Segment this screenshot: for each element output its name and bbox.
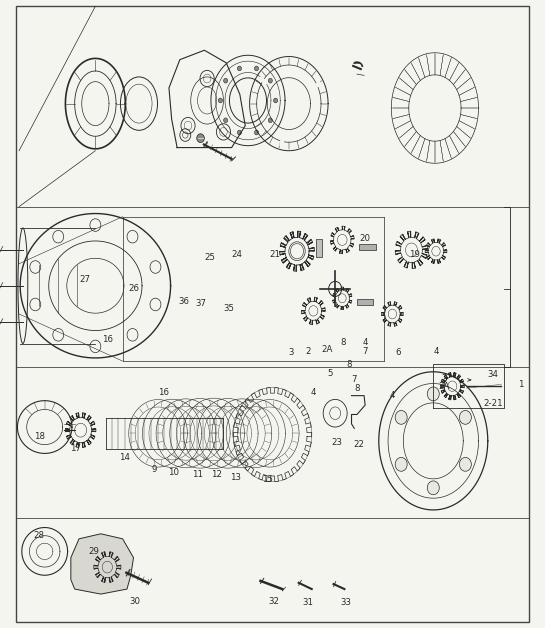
Text: 24: 24 (232, 250, 243, 259)
Circle shape (219, 98, 222, 103)
Text: 16: 16 (158, 388, 169, 397)
Text: 12: 12 (211, 470, 222, 479)
Text: 2A: 2A (322, 345, 332, 354)
Circle shape (197, 134, 204, 143)
Text: 4: 4 (390, 391, 395, 400)
Text: 14: 14 (119, 453, 130, 462)
Text: 1: 1 (518, 380, 523, 389)
Text: 4: 4 (311, 388, 316, 397)
Text: 8: 8 (346, 360, 352, 369)
Bar (357, 299, 373, 305)
Text: 18: 18 (34, 432, 45, 441)
Circle shape (238, 130, 241, 135)
Circle shape (395, 411, 407, 425)
Text: 25: 25 (204, 253, 215, 262)
Circle shape (255, 66, 258, 71)
Text: 7: 7 (352, 376, 357, 384)
Text: 21: 21 (270, 250, 281, 259)
Circle shape (268, 78, 272, 83)
Text: 15: 15 (262, 475, 272, 484)
Text: 2: 2 (441, 374, 447, 382)
Text: 10: 10 (168, 468, 179, 477)
Text: 16: 16 (102, 335, 113, 344)
Bar (359, 244, 376, 250)
Text: 27: 27 (79, 275, 90, 284)
Text: 36: 36 (179, 297, 190, 306)
Circle shape (223, 78, 228, 83)
Text: 31: 31 (302, 598, 313, 607)
Text: 33: 33 (341, 598, 352, 607)
Text: 2-21: 2-21 (483, 399, 503, 408)
Circle shape (459, 457, 471, 471)
Text: 20: 20 (360, 234, 371, 243)
Text: 2A: 2A (439, 382, 450, 391)
Polygon shape (71, 534, 134, 594)
Text: 35: 35 (223, 305, 234, 313)
Text: 3: 3 (289, 349, 294, 357)
Text: 8: 8 (354, 384, 360, 392)
Text: 4: 4 (362, 338, 368, 347)
Bar (316, 239, 322, 257)
Text: 7: 7 (362, 347, 368, 356)
Text: 29: 29 (88, 547, 99, 556)
Text: 32: 32 (268, 597, 279, 606)
Circle shape (223, 118, 228, 122)
Text: 11: 11 (192, 470, 203, 479)
Text: 17: 17 (70, 444, 81, 453)
Circle shape (274, 98, 277, 103)
Text: 23: 23 (331, 438, 342, 447)
Text: 34: 34 (488, 371, 499, 379)
Text: 22: 22 (353, 440, 364, 449)
Circle shape (459, 411, 471, 425)
Text: 30: 30 (130, 597, 141, 606)
Text: 6: 6 (395, 349, 401, 357)
Text: 5: 5 (327, 369, 332, 378)
Text: 28: 28 (34, 531, 45, 539)
Text: 4: 4 (433, 347, 439, 356)
Circle shape (238, 66, 241, 71)
Circle shape (427, 387, 439, 401)
Text: 9: 9 (151, 465, 156, 474)
Circle shape (255, 130, 258, 135)
Circle shape (268, 118, 272, 122)
Circle shape (395, 457, 407, 471)
Text: 13: 13 (230, 473, 241, 482)
Circle shape (427, 481, 439, 495)
Text: 26: 26 (128, 284, 139, 293)
Text: 2: 2 (305, 347, 311, 356)
Text: 8: 8 (341, 338, 346, 347)
Text: 19: 19 (409, 250, 420, 259)
Text: 37: 37 (195, 300, 206, 308)
